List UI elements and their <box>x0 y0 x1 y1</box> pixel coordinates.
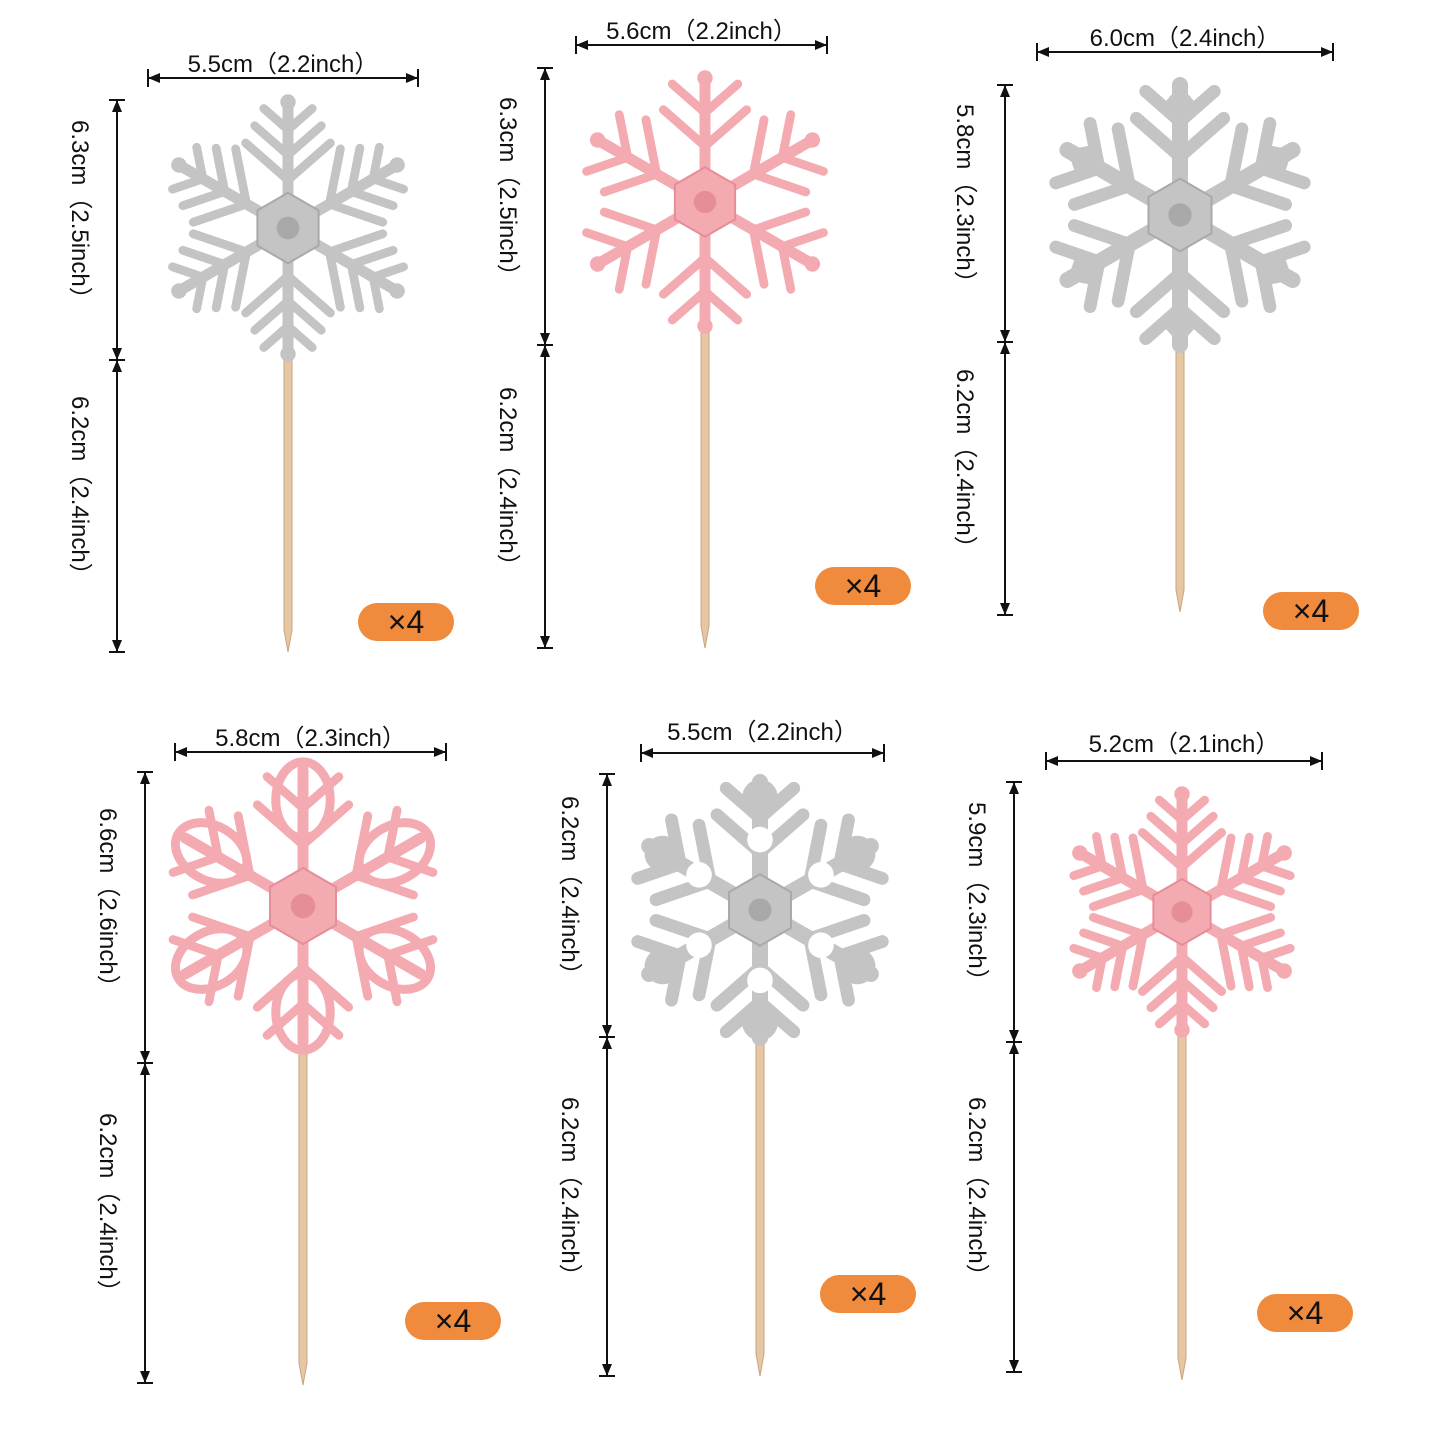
height-arrow-t3 <box>997 84 1013 343</box>
width-arrow-t2 <box>575 36 828 54</box>
height-label: 6.6cm（2.6inch） <box>94 807 121 999</box>
width-arrow-t1 <box>147 69 419 87</box>
stick-t2 <box>700 329 710 649</box>
snowflake-t1-icon <box>168 94 408 362</box>
snowflake-t2-icon <box>582 70 828 334</box>
quantity-badge: ×4 <box>820 1275 916 1313</box>
height-arrow-t5 <box>599 773 615 1038</box>
stick-arrow-t4 <box>137 1062 153 1384</box>
width-arrow-t5 <box>640 744 885 762</box>
stick-arrow-t5 <box>599 1036 615 1377</box>
quantity-badge: ×4 <box>358 603 454 641</box>
snowflake-t3-icon <box>1049 77 1311 353</box>
height-label: 5.8cm（2.3inch） <box>951 103 978 295</box>
quantity-badge: ×4 <box>1263 592 1359 630</box>
height-label: 5.9cm（2.3inch） <box>963 802 990 993</box>
height-arrow-t2 <box>537 67 553 346</box>
width-arrow-t3 <box>1036 43 1334 61</box>
quantity-badge: ×4 <box>405 1302 501 1340</box>
stick-length-label: 6.2cm（2.4inch） <box>494 386 521 578</box>
height-label: 6.3cm（2.5inch） <box>494 96 521 288</box>
quantity-badge: ×4 <box>815 567 911 605</box>
stick-arrow-t2 <box>537 344 553 649</box>
stick-t1 <box>283 349 293 653</box>
height-arrow-t6 <box>1006 781 1022 1043</box>
stick-arrow-t6 <box>1006 1041 1022 1373</box>
width-arrow-t6 <box>1045 752 1323 770</box>
snowflake-t5-icon <box>631 774 889 1046</box>
stick-t4 <box>298 1039 308 1386</box>
width-label: 5.5cm（2.2inch） <box>187 51 379 78</box>
width-label: 5.2cm（2.1inch） <box>1088 731 1280 758</box>
width-label: 6.0cm（2.4inch） <box>1089 25 1281 52</box>
stick-length-label: 6.2cm（2.4inch） <box>963 1097 990 1288</box>
snowflake-t4-icon <box>168 757 438 1055</box>
stick-t5 <box>755 1029 765 1377</box>
height-arrow-t4 <box>137 771 153 1064</box>
width-arrow-t4 <box>174 743 447 761</box>
stick-arrow-t1 <box>109 359 125 653</box>
stick-length-label: 6.2cm（2.4inch） <box>66 396 93 587</box>
height-arrow-t1 <box>109 99 125 361</box>
quantity-badge: ×4 <box>1257 1294 1353 1332</box>
width-label: 5.8cm（2.3inch） <box>215 725 406 752</box>
width-label: 5.6cm（2.2inch） <box>606 18 797 45</box>
height-label: 6.3cm（2.5inch） <box>66 120 93 311</box>
stick-length-label: 6.2cm（2.4inch） <box>556 1096 583 1288</box>
snowflake-t6-icon <box>1069 786 1295 1038</box>
height-label: 6.2cm（2.4inch） <box>556 795 583 987</box>
stick-t3 <box>1175 334 1185 613</box>
stick-t6 <box>1177 1029 1187 1381</box>
stick-arrow-t3 <box>997 341 1013 616</box>
width-label: 5.5cm（2.2inch） <box>667 719 858 746</box>
stick-length-label: 6.2cm（2.4inch） <box>94 1113 121 1304</box>
stick-length-label: 6.2cm（2.4inch） <box>951 368 978 560</box>
